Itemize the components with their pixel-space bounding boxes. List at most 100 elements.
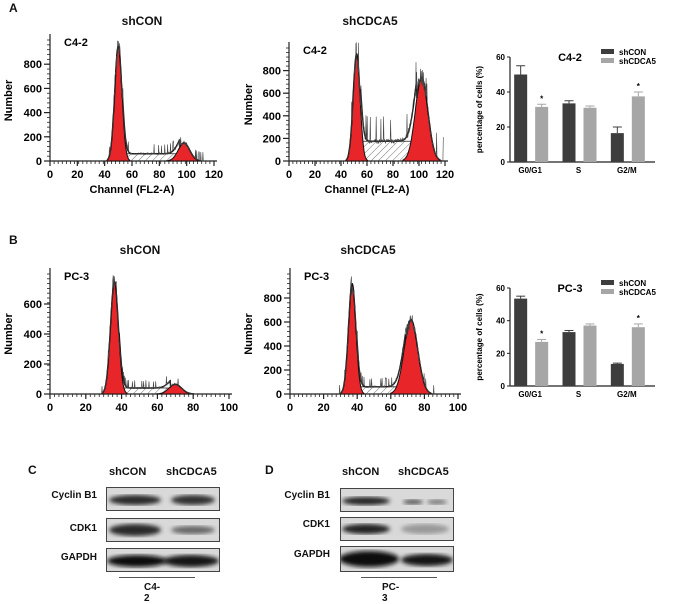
svg-text:400: 400 bbox=[24, 329, 42, 341]
svg-text:100: 100 bbox=[410, 169, 428, 181]
svg-text:40: 40 bbox=[335, 169, 347, 181]
svg-text:0: 0 bbox=[287, 402, 293, 414]
svg-text:800: 800 bbox=[24, 59, 42, 71]
wb-d-lane-shcdca5: shCDCA5 bbox=[398, 466, 449, 478]
svg-text:Number: Number bbox=[3, 313, 15, 355]
svg-text:20: 20 bbox=[71, 169, 83, 181]
svg-text:G2/M: G2/M bbox=[617, 166, 637, 175]
hist-title-a-shcdca5: shCDCA5 bbox=[342, 14, 398, 28]
hist-title-a-shcon: shCON bbox=[121, 14, 163, 28]
svg-text:0: 0 bbox=[286, 169, 292, 181]
wb-c-band-cdk1 bbox=[106, 518, 220, 542]
svg-text:20: 20 bbox=[496, 123, 505, 132]
svg-text:Number: Number bbox=[243, 313, 255, 355]
svg-text:60: 60 bbox=[126, 169, 138, 181]
svg-text:600: 600 bbox=[263, 88, 281, 100]
svg-text:*: * bbox=[540, 94, 544, 103]
wb-c-band-cyclinb1 bbox=[106, 487, 220, 511]
svg-text:shCON: shCON bbox=[619, 279, 646, 288]
svg-text:80: 80 bbox=[153, 169, 165, 181]
panel-letter-d: D bbox=[265, 463, 274, 477]
wb-c-label-cyclinb1: Cyclin B1 bbox=[51, 490, 97, 501]
svg-text:PC-3: PC-3 bbox=[557, 283, 582, 295]
svg-text:120: 120 bbox=[205, 169, 223, 181]
panel-letter-a: A bbox=[9, 1, 18, 15]
svg-text:C4-2: C4-2 bbox=[558, 52, 582, 64]
svg-text:600: 600 bbox=[24, 83, 42, 95]
svg-text:600: 600 bbox=[24, 299, 42, 311]
svg-text:100: 100 bbox=[220, 402, 238, 414]
svg-text:C4-2: C4-2 bbox=[64, 37, 88, 49]
svg-text:PC-3: PC-3 bbox=[304, 271, 329, 283]
wb-c-band-gapdh bbox=[106, 548, 220, 572]
svg-text:*: * bbox=[540, 329, 544, 338]
svg-text:Channel (FL2-A): Channel (FL2-A) bbox=[97, 417, 182, 418]
svg-text:60: 60 bbox=[385, 402, 397, 414]
svg-text:Number: Number bbox=[243, 83, 255, 125]
svg-text:200: 200 bbox=[264, 365, 282, 377]
wb-c-lane-shcdca5: shCDCA5 bbox=[166, 466, 217, 478]
bar-chart-pc-3: 0 20 40 60 percentage of cells (%) PC-3 * G0/G1… bbox=[470, 268, 677, 408]
svg-text:20: 20 bbox=[309, 169, 321, 181]
svg-text:80: 80 bbox=[387, 169, 399, 181]
wb-d-underline bbox=[361, 577, 437, 578]
svg-text:60: 60 bbox=[496, 284, 505, 293]
svg-text:*: * bbox=[637, 314, 641, 323]
wb-d-label-gapdh: GAPDH bbox=[293, 549, 330, 560]
wb-d-cell-line: PC-3 bbox=[382, 582, 400, 604]
svg-text:40: 40 bbox=[115, 402, 127, 414]
svg-text:60: 60 bbox=[151, 402, 163, 414]
svg-text:800: 800 bbox=[264, 293, 282, 305]
svg-text:200: 200 bbox=[24, 359, 42, 371]
svg-text:Channel (FL2-A): Channel (FL2-A) bbox=[325, 184, 410, 196]
svg-text:0: 0 bbox=[501, 382, 506, 391]
svg-text:shCDCA5: shCDCA5 bbox=[619, 57, 656, 66]
svg-text:100: 100 bbox=[449, 402, 467, 414]
svg-text:200: 200 bbox=[24, 132, 42, 144]
svg-text:60: 60 bbox=[496, 53, 505, 62]
svg-text:0: 0 bbox=[276, 389, 282, 401]
histogram-b-shcon: 0 20 40 60 80 100 0 200 400 600 Channel (FL2-A) Num… bbox=[0, 258, 240, 429]
svg-text:20: 20 bbox=[317, 402, 329, 414]
svg-text:80: 80 bbox=[418, 402, 430, 414]
svg-text:shCDCA5: shCDCA5 bbox=[619, 288, 656, 297]
wb-c-label-gapdh: GAPDH bbox=[60, 552, 97, 563]
wb-c-label-cdk1: CDK1 bbox=[69, 523, 97, 534]
svg-text:40: 40 bbox=[351, 402, 363, 414]
svg-text:G2/M: G2/M bbox=[617, 390, 637, 399]
svg-text:PC-3: PC-3 bbox=[64, 271, 89, 283]
wb-d-label-cdk1: CDK1 bbox=[302, 519, 330, 530]
svg-text:400: 400 bbox=[264, 341, 282, 353]
svg-text:percentage of cells (%): percentage of cells (%) bbox=[475, 293, 484, 380]
panel-letter-c: C bbox=[28, 463, 37, 477]
histogram-a-shcdca5: 0 20 40 60 80 100 120 0 200 400 600 800 Channel (FL2… bbox=[240, 30, 470, 205]
svg-text:0: 0 bbox=[36, 156, 42, 168]
svg-text:60: 60 bbox=[361, 169, 373, 181]
svg-text:100: 100 bbox=[177, 169, 195, 181]
histogram-b-shcdca5: 0 20 40 60 80 100 0 200 400 600 800 Channel (FL2-A)… bbox=[240, 258, 470, 429]
wb-d-band-gapdh bbox=[340, 546, 454, 572]
svg-text:200: 200 bbox=[263, 133, 281, 145]
svg-text:*: * bbox=[637, 82, 641, 91]
svg-text:Channel (FL2-A): Channel (FL2-A) bbox=[90, 184, 175, 196]
wb-d-label-cyclinb1: Cyclin B1 bbox=[284, 490, 330, 501]
wb-d-band-cdk1 bbox=[340, 517, 454, 541]
wb-d-band-cyclinb1 bbox=[340, 488, 454, 512]
svg-text:20: 20 bbox=[496, 349, 505, 358]
svg-text:percentage of cells (%): percentage of cells (%) bbox=[475, 66, 484, 153]
svg-text:Channel (FL2-A): Channel (FL2-A) bbox=[332, 417, 417, 418]
svg-text:0: 0 bbox=[47, 402, 53, 414]
wb-c-underline bbox=[119, 577, 195, 578]
svg-text:G0/G1: G0/G1 bbox=[518, 390, 542, 399]
svg-text:40: 40 bbox=[496, 88, 505, 97]
hist-title-b-shcon: shCON bbox=[119, 243, 161, 257]
svg-text:C4-2: C4-2 bbox=[303, 45, 327, 57]
wb-d-lane-shcon: shCON bbox=[342, 466, 380, 478]
svg-text:400: 400 bbox=[24, 108, 42, 120]
bar-chart-c4-2: 0 20 40 60 percentage of cells (%) C4-2 * G0/G1… bbox=[470, 40, 677, 190]
svg-text:400: 400 bbox=[263, 111, 281, 123]
svg-text:0: 0 bbox=[275, 156, 281, 168]
svg-text:40: 40 bbox=[496, 317, 505, 326]
svg-text:S: S bbox=[576, 166, 582, 175]
wb-c-lane-shcon: shCON bbox=[109, 466, 147, 478]
